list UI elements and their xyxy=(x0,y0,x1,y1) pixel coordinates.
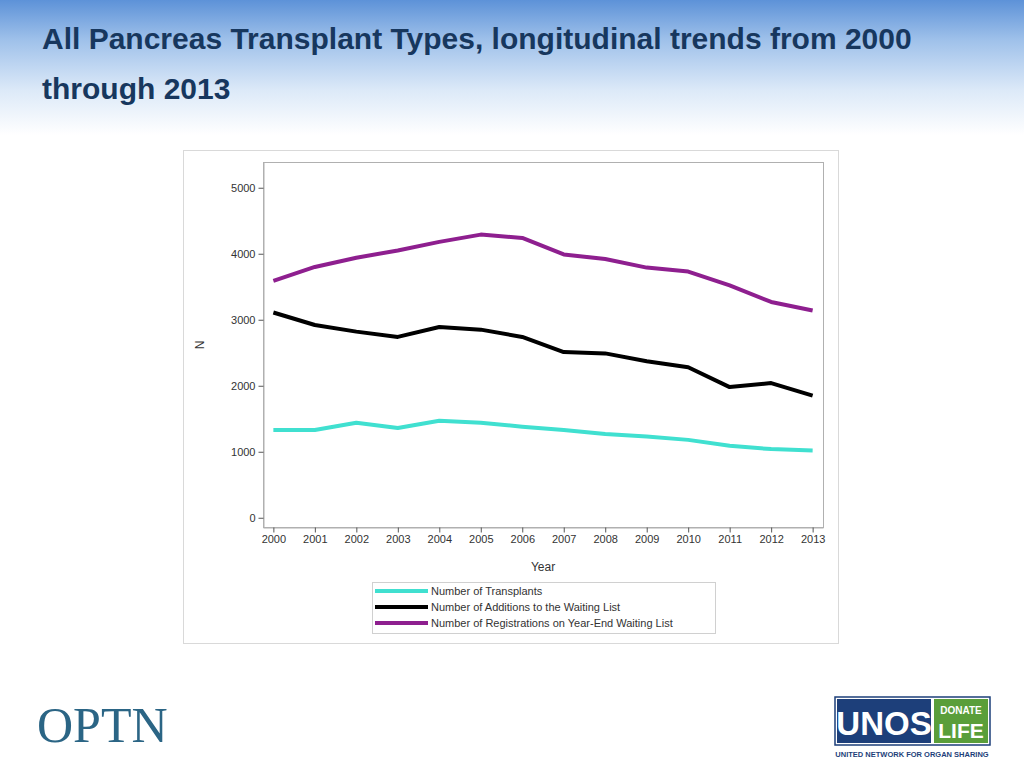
legend-box xyxy=(373,583,716,634)
legend-label: Number of Registrations on Year-End Wait… xyxy=(431,617,673,629)
y-tick: 2000 xyxy=(231,380,263,392)
x-tick-label: 2009 xyxy=(635,533,659,545)
x-tick: 2008 xyxy=(593,528,617,546)
x-tick-label: 2001 xyxy=(303,533,327,545)
legend: Number of Transplants Number of Additions… xyxy=(373,583,716,634)
x-tick-label: 2010 xyxy=(676,533,700,545)
x-tick: 2004 xyxy=(428,528,452,546)
x-tick: 2009 xyxy=(635,528,659,546)
x-axis: 2000 2001 2002 2003 2004 2005 2006 2007 2008 2009… xyxy=(262,528,826,546)
x-tick-mark xyxy=(813,528,814,533)
y-tick: 5000 xyxy=(231,182,263,194)
y-tick: 3000 xyxy=(231,314,263,326)
chart-panel xyxy=(184,151,839,644)
x-tick-label: 2006 xyxy=(511,533,535,545)
x-tick-label: 2005 xyxy=(469,533,493,545)
x-axis-line xyxy=(264,528,824,529)
x-tick: 2001 xyxy=(303,528,327,546)
y-tick-mark xyxy=(259,188,264,189)
x-tick-mark xyxy=(605,528,606,533)
x-tick-mark xyxy=(356,528,357,533)
logo-border xyxy=(835,697,990,745)
x-tick-label: 2003 xyxy=(386,533,410,545)
x-tick: 2002 xyxy=(345,528,369,546)
series-line xyxy=(273,312,812,395)
x-tick: 2010 xyxy=(676,528,700,546)
lines xyxy=(273,235,812,451)
legend-label: Number of Transplants xyxy=(431,585,543,597)
legend-swatch xyxy=(375,605,428,609)
x-tick-mark xyxy=(647,528,648,533)
y-tick: 4000 xyxy=(231,248,263,260)
x-tick: 2000 xyxy=(262,528,286,546)
x-tick: 2012 xyxy=(759,528,783,546)
x-tick-label: 2004 xyxy=(428,533,452,545)
x-tick: 2006 xyxy=(511,528,535,546)
x-tick-mark xyxy=(273,528,274,533)
header-band xyxy=(0,0,1024,140)
y-axis: 0 1000 2000 3000 4000 5000 xyxy=(231,163,264,528)
x-tick-label: 2011 xyxy=(718,533,742,545)
logo-organization-text: UNITED NETWORK FOR ORGAN SHARING xyxy=(835,750,988,759)
x-tick-mark xyxy=(481,528,482,533)
x-tick-label: 2002 xyxy=(345,533,369,545)
x-tick-mark xyxy=(564,528,565,533)
x-tick: 2003 xyxy=(386,528,410,546)
y-tick-label: 5000 xyxy=(231,182,255,194)
logo-life-text: LIFE xyxy=(938,719,984,742)
series-line xyxy=(273,235,812,311)
x-tick-label: 2000 xyxy=(262,533,286,545)
y-tick: 1000 xyxy=(231,446,263,458)
x-tick-mark xyxy=(439,528,440,533)
x-tick-label: 2008 xyxy=(593,533,617,545)
x-tick-mark xyxy=(688,528,689,533)
optn-logo: OPTN xyxy=(37,697,168,753)
y-tick-label: 0 xyxy=(249,512,255,524)
legend-label: Number of Additions to the Waiting List xyxy=(431,601,620,613)
y-tick: 0 xyxy=(249,512,263,524)
x-tick-label: 2013 xyxy=(801,533,825,545)
y-tick-label: 4000 xyxy=(231,248,255,260)
series-line xyxy=(273,421,812,451)
y-tick-mark xyxy=(259,386,264,387)
x-tick: 2005 xyxy=(469,528,493,546)
x-tick: 2011 xyxy=(718,528,742,546)
y-tick-label: 1000 xyxy=(231,446,255,458)
x-tick-mark xyxy=(771,528,772,533)
y-axis-line xyxy=(264,163,265,528)
logo-unos-text: UNOS xyxy=(836,705,931,742)
x-tick-label: 2012 xyxy=(759,533,783,545)
legend-swatch xyxy=(375,621,428,625)
x-tick: 2007 xyxy=(552,528,576,546)
x-tick-mark xyxy=(315,528,316,533)
y-tick-label: 2000 xyxy=(231,380,255,392)
y-tick-mark xyxy=(259,518,264,519)
legend-swatch xyxy=(375,589,428,593)
unos-logo: UNOS DONATE LIFE UNITED NETWORK FOR ORGAN S… xyxy=(835,697,990,759)
slide-canvas: 2000 2001 2002 2003 2004 2005 2006 2007 2008 2009… xyxy=(0,0,1024,768)
y-tick-label: 3000 xyxy=(231,314,255,326)
x-tick-label: 2007 xyxy=(552,533,576,545)
x-tick-mark xyxy=(522,528,523,533)
x-tick: 2013 xyxy=(801,528,825,546)
y-axis-title: N xyxy=(193,341,207,350)
x-tick-mark xyxy=(398,528,399,533)
slide-title: All Pancreas Transplant Types, longitudi… xyxy=(42,14,1007,114)
y-tick-mark xyxy=(259,254,264,255)
logo-life-box xyxy=(934,699,988,743)
logo-donate-text: DONATE xyxy=(940,705,982,716)
y-tick-mark xyxy=(259,320,264,321)
logo-unos-box xyxy=(837,699,931,743)
x-tick-mark xyxy=(730,528,731,533)
x-axis-title: Year xyxy=(531,560,555,574)
plot-frame xyxy=(264,163,824,528)
y-tick-mark xyxy=(259,452,264,453)
